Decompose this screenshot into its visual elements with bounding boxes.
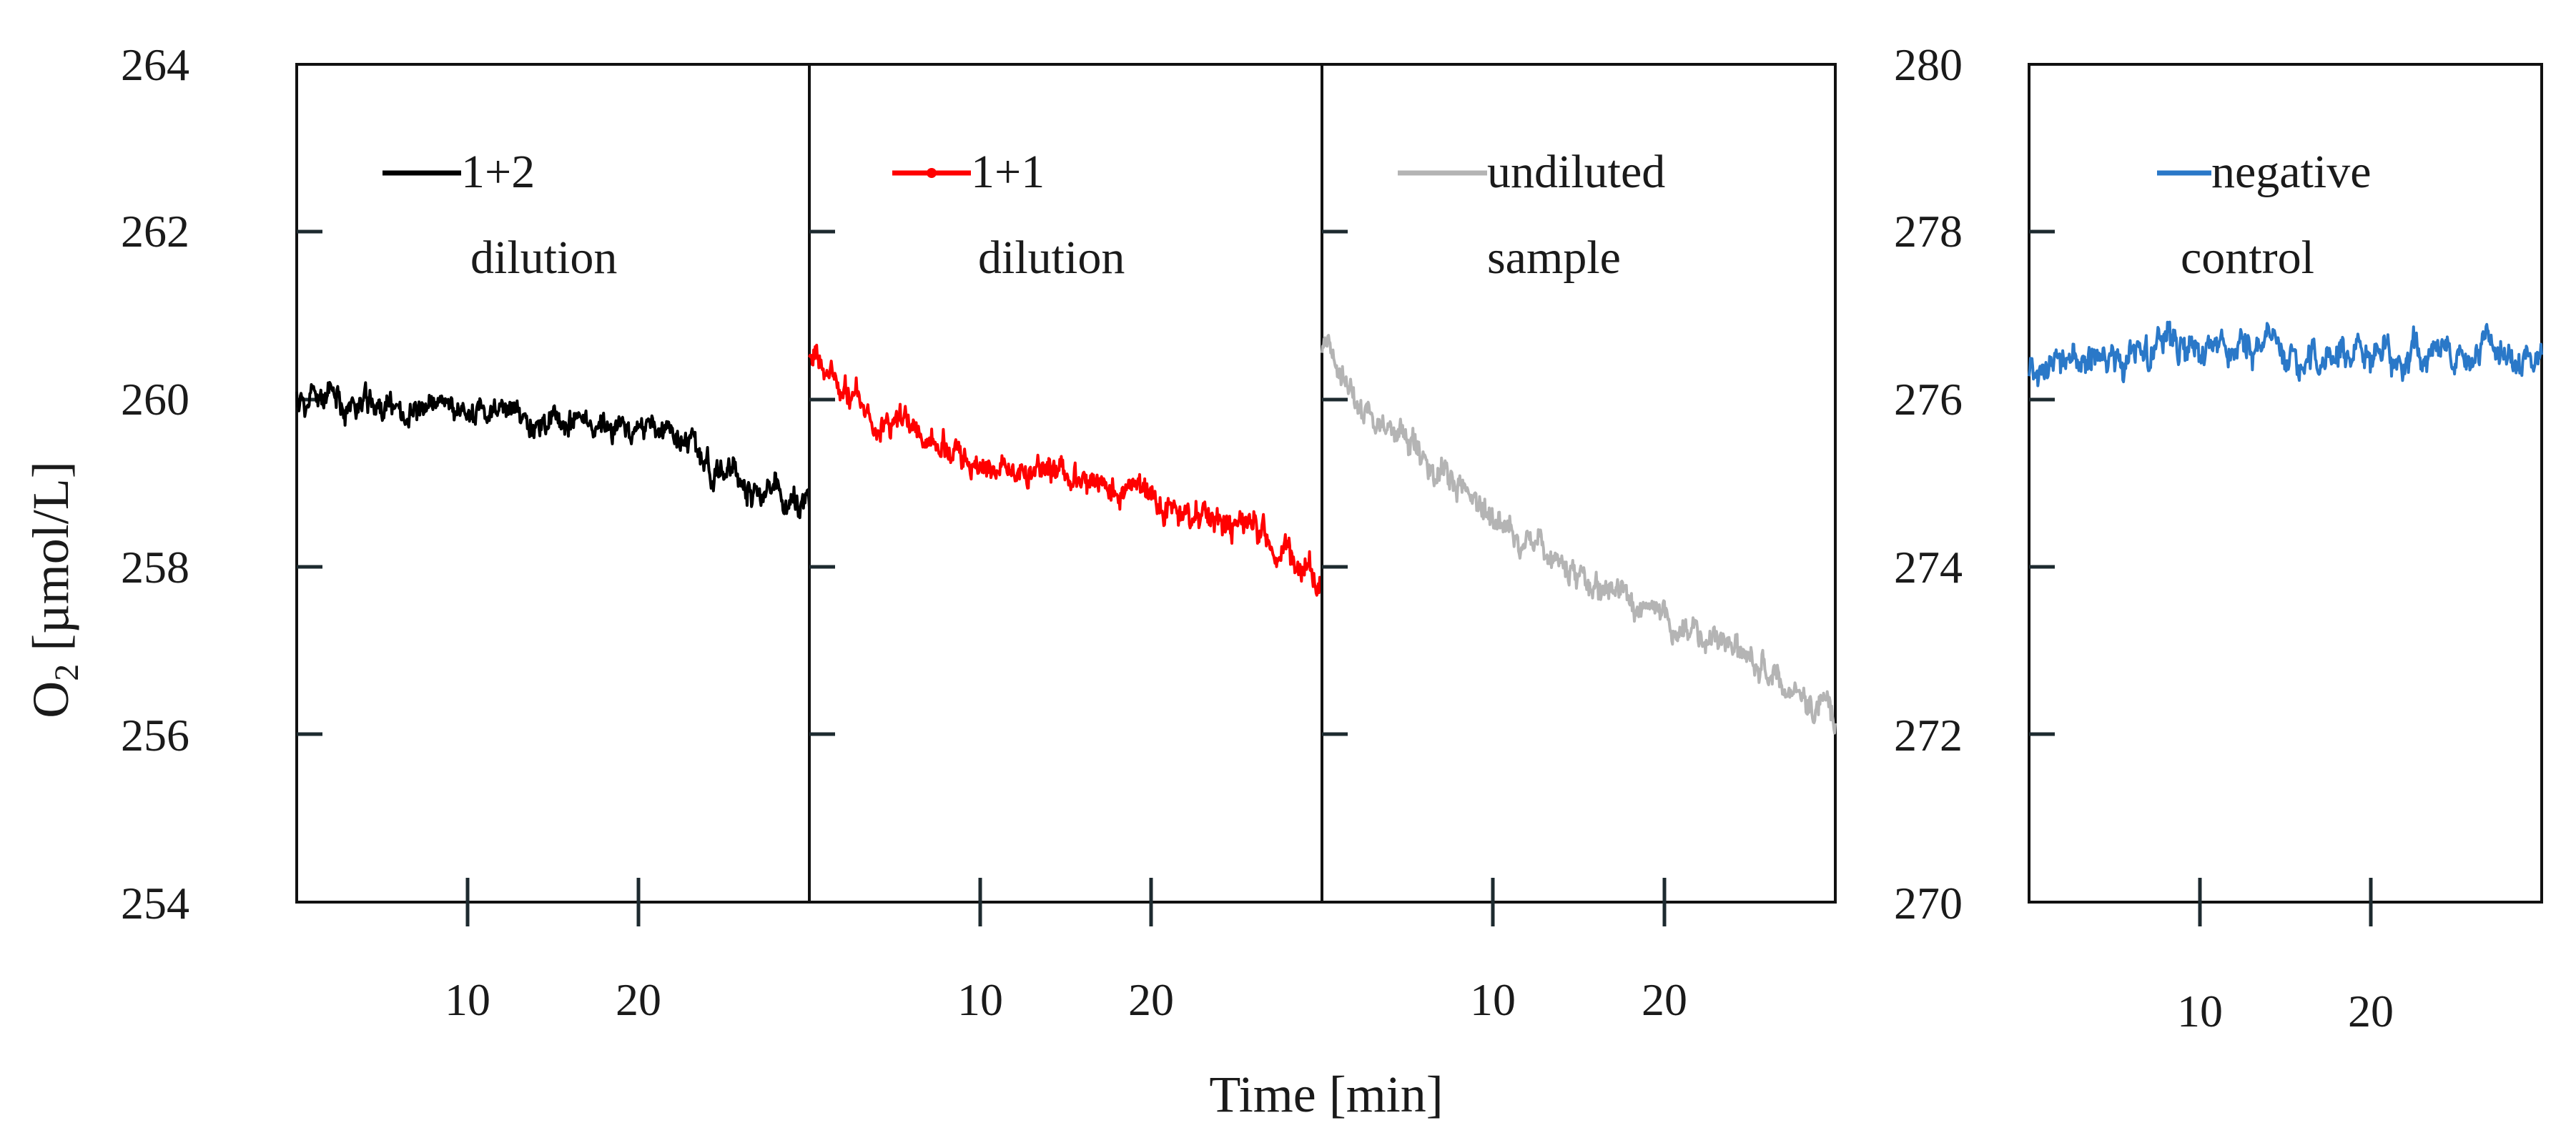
right-y-tick-label: 274 (1894, 542, 1963, 593)
left-y-tick-label: 256 (121, 710, 189, 761)
panel-1-2-dilution: 10 20 1+2 dilution (295, 63, 811, 1025)
panel-2-legend-label-line2: dilution (978, 232, 1125, 284)
panel-2-legend-label: 1+1 (971, 146, 1045, 198)
panel-2-x-tick-label: 20 (1128, 974, 1174, 1025)
right-y-tick-label: 280 (1894, 39, 1963, 90)
panel-4-frame (2028, 63, 2543, 904)
panel-4-x-tick-label: 20 (2348, 986, 2394, 1036)
left-y-tick-labels: 254 256 258 260 262 264 (121, 39, 189, 929)
y-axis-title-subscript: 2 (48, 664, 86, 681)
right-y-tick-label: 276 (1894, 374, 1963, 425)
y-axis-title-rest: [µmol/L] (22, 461, 79, 663)
left-y-tick-label: 254 (121, 878, 189, 929)
right-y-tick-label: 272 (1894, 710, 1963, 761)
panel-3-x-tick-label: 20 (1642, 974, 1687, 1025)
left-y-tick-label: 260 (121, 374, 189, 425)
right-y-tick-label: 278 (1894, 206, 1963, 257)
left-y-tick-label: 262 (121, 206, 189, 257)
panel-2-frame (808, 63, 1323, 904)
x-axis-title: Time [min] (1209, 1066, 1443, 1123)
panel-3-x-tick-label: 10 (1470, 974, 1516, 1025)
right-y-tick-labels: 270 272 274 276 278 280 (1894, 39, 1963, 929)
panel-4-legend-label-line2: control (2181, 232, 2314, 284)
panel-4-x-tick-label: 10 (2177, 986, 2223, 1036)
left-y-tick-label: 264 (121, 39, 189, 90)
series-1-2-dilution (295, 381, 811, 520)
panel-1-legend-label-line2: dilution (470, 232, 617, 284)
panel-2-legend-dot (927, 168, 937, 178)
panel-2-x-tick-label: 10 (957, 974, 1003, 1025)
panel-1-x-tick-label: 10 (445, 974, 490, 1025)
panel-undiluted-sample: 10 20 undiluted sample (1321, 63, 1837, 1025)
panel-1-1-dilution: 10 20 1+1 dilution (808, 63, 1323, 1025)
panel-3-legend-label: undiluted (1487, 146, 1665, 198)
panel-negative-control: 10 20 negative control (2028, 63, 2543, 1036)
panel-1-frame (295, 63, 811, 904)
panel-4-legend-label: negative (2211, 146, 2372, 198)
y-axis-title-main: O (22, 681, 79, 718)
right-y-tick-label: 270 (1894, 878, 1963, 929)
series-1-1-dilution (808, 343, 1323, 597)
panel-1-x-tick-label: 20 (616, 974, 661, 1025)
panel-3-legend-label-line2: sample (1487, 232, 1621, 284)
y-axis-title: O2 [µmol/L] (22, 461, 86, 718)
panel-1-legend-label: 1+2 (461, 146, 535, 198)
series-negative-control (2028, 320, 2543, 387)
left-y-tick-label: 258 (121, 542, 189, 593)
panel-3-frame (1321, 63, 1837, 904)
series-undiluted-sample (1321, 334, 1837, 735)
